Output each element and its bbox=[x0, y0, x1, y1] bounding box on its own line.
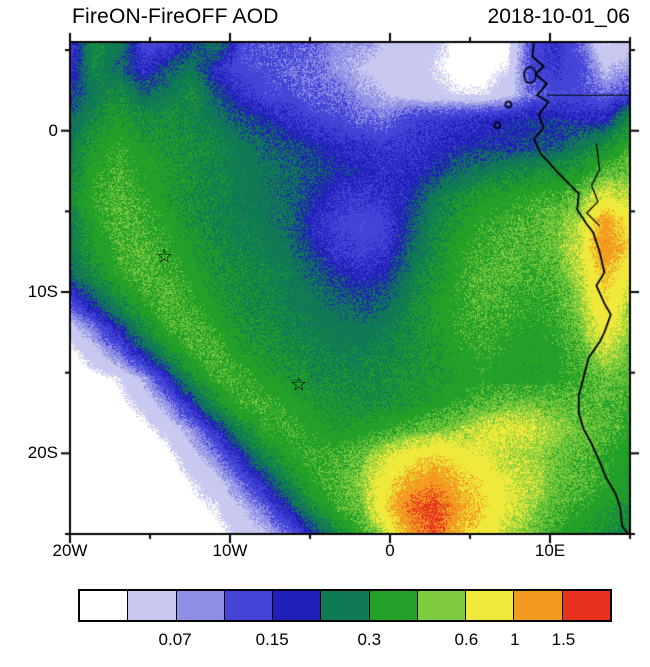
colorbar-cell bbox=[321, 591, 370, 620]
colorbar-tick-label: 0.15 bbox=[255, 630, 289, 649]
colorbar-cell bbox=[369, 591, 418, 620]
x-tick-label: 20W bbox=[52, 541, 88, 560]
colorbar-cell bbox=[176, 591, 225, 620]
colorbar-tick-label: 0.6 bbox=[454, 630, 479, 649]
y-tick-label: 0 bbox=[48, 120, 58, 140]
colorbar bbox=[78, 589, 612, 622]
fire-marker: ☆ bbox=[155, 246, 173, 268]
y-tick-label: 20S bbox=[27, 443, 58, 463]
colorbar-cell bbox=[128, 591, 177, 620]
x-tick-label: 10E bbox=[534, 541, 566, 560]
colorbar-cell bbox=[80, 591, 129, 620]
x-tick-label: 10W bbox=[212, 541, 248, 560]
colorbar-tick-label: 1.5 bbox=[551, 630, 576, 649]
x-tick-label: 0 bbox=[385, 541, 395, 560]
colorbar-cell bbox=[514, 591, 563, 620]
fire-marker: ☆ bbox=[290, 374, 308, 396]
colorbar-cell bbox=[224, 591, 274, 620]
colorbar-tick-label: 0.07 bbox=[158, 630, 192, 649]
colorbar-tick-label: 0.3 bbox=[357, 630, 382, 649]
colorbar-cell bbox=[466, 591, 515, 620]
colorbar-tick-label: 1 bbox=[510, 630, 520, 649]
colorbar-cell bbox=[562, 591, 610, 620]
colorbar-cell bbox=[273, 591, 322, 620]
colorbar-cell bbox=[417, 591, 467, 620]
y-tick-label: 10S bbox=[27, 282, 58, 302]
